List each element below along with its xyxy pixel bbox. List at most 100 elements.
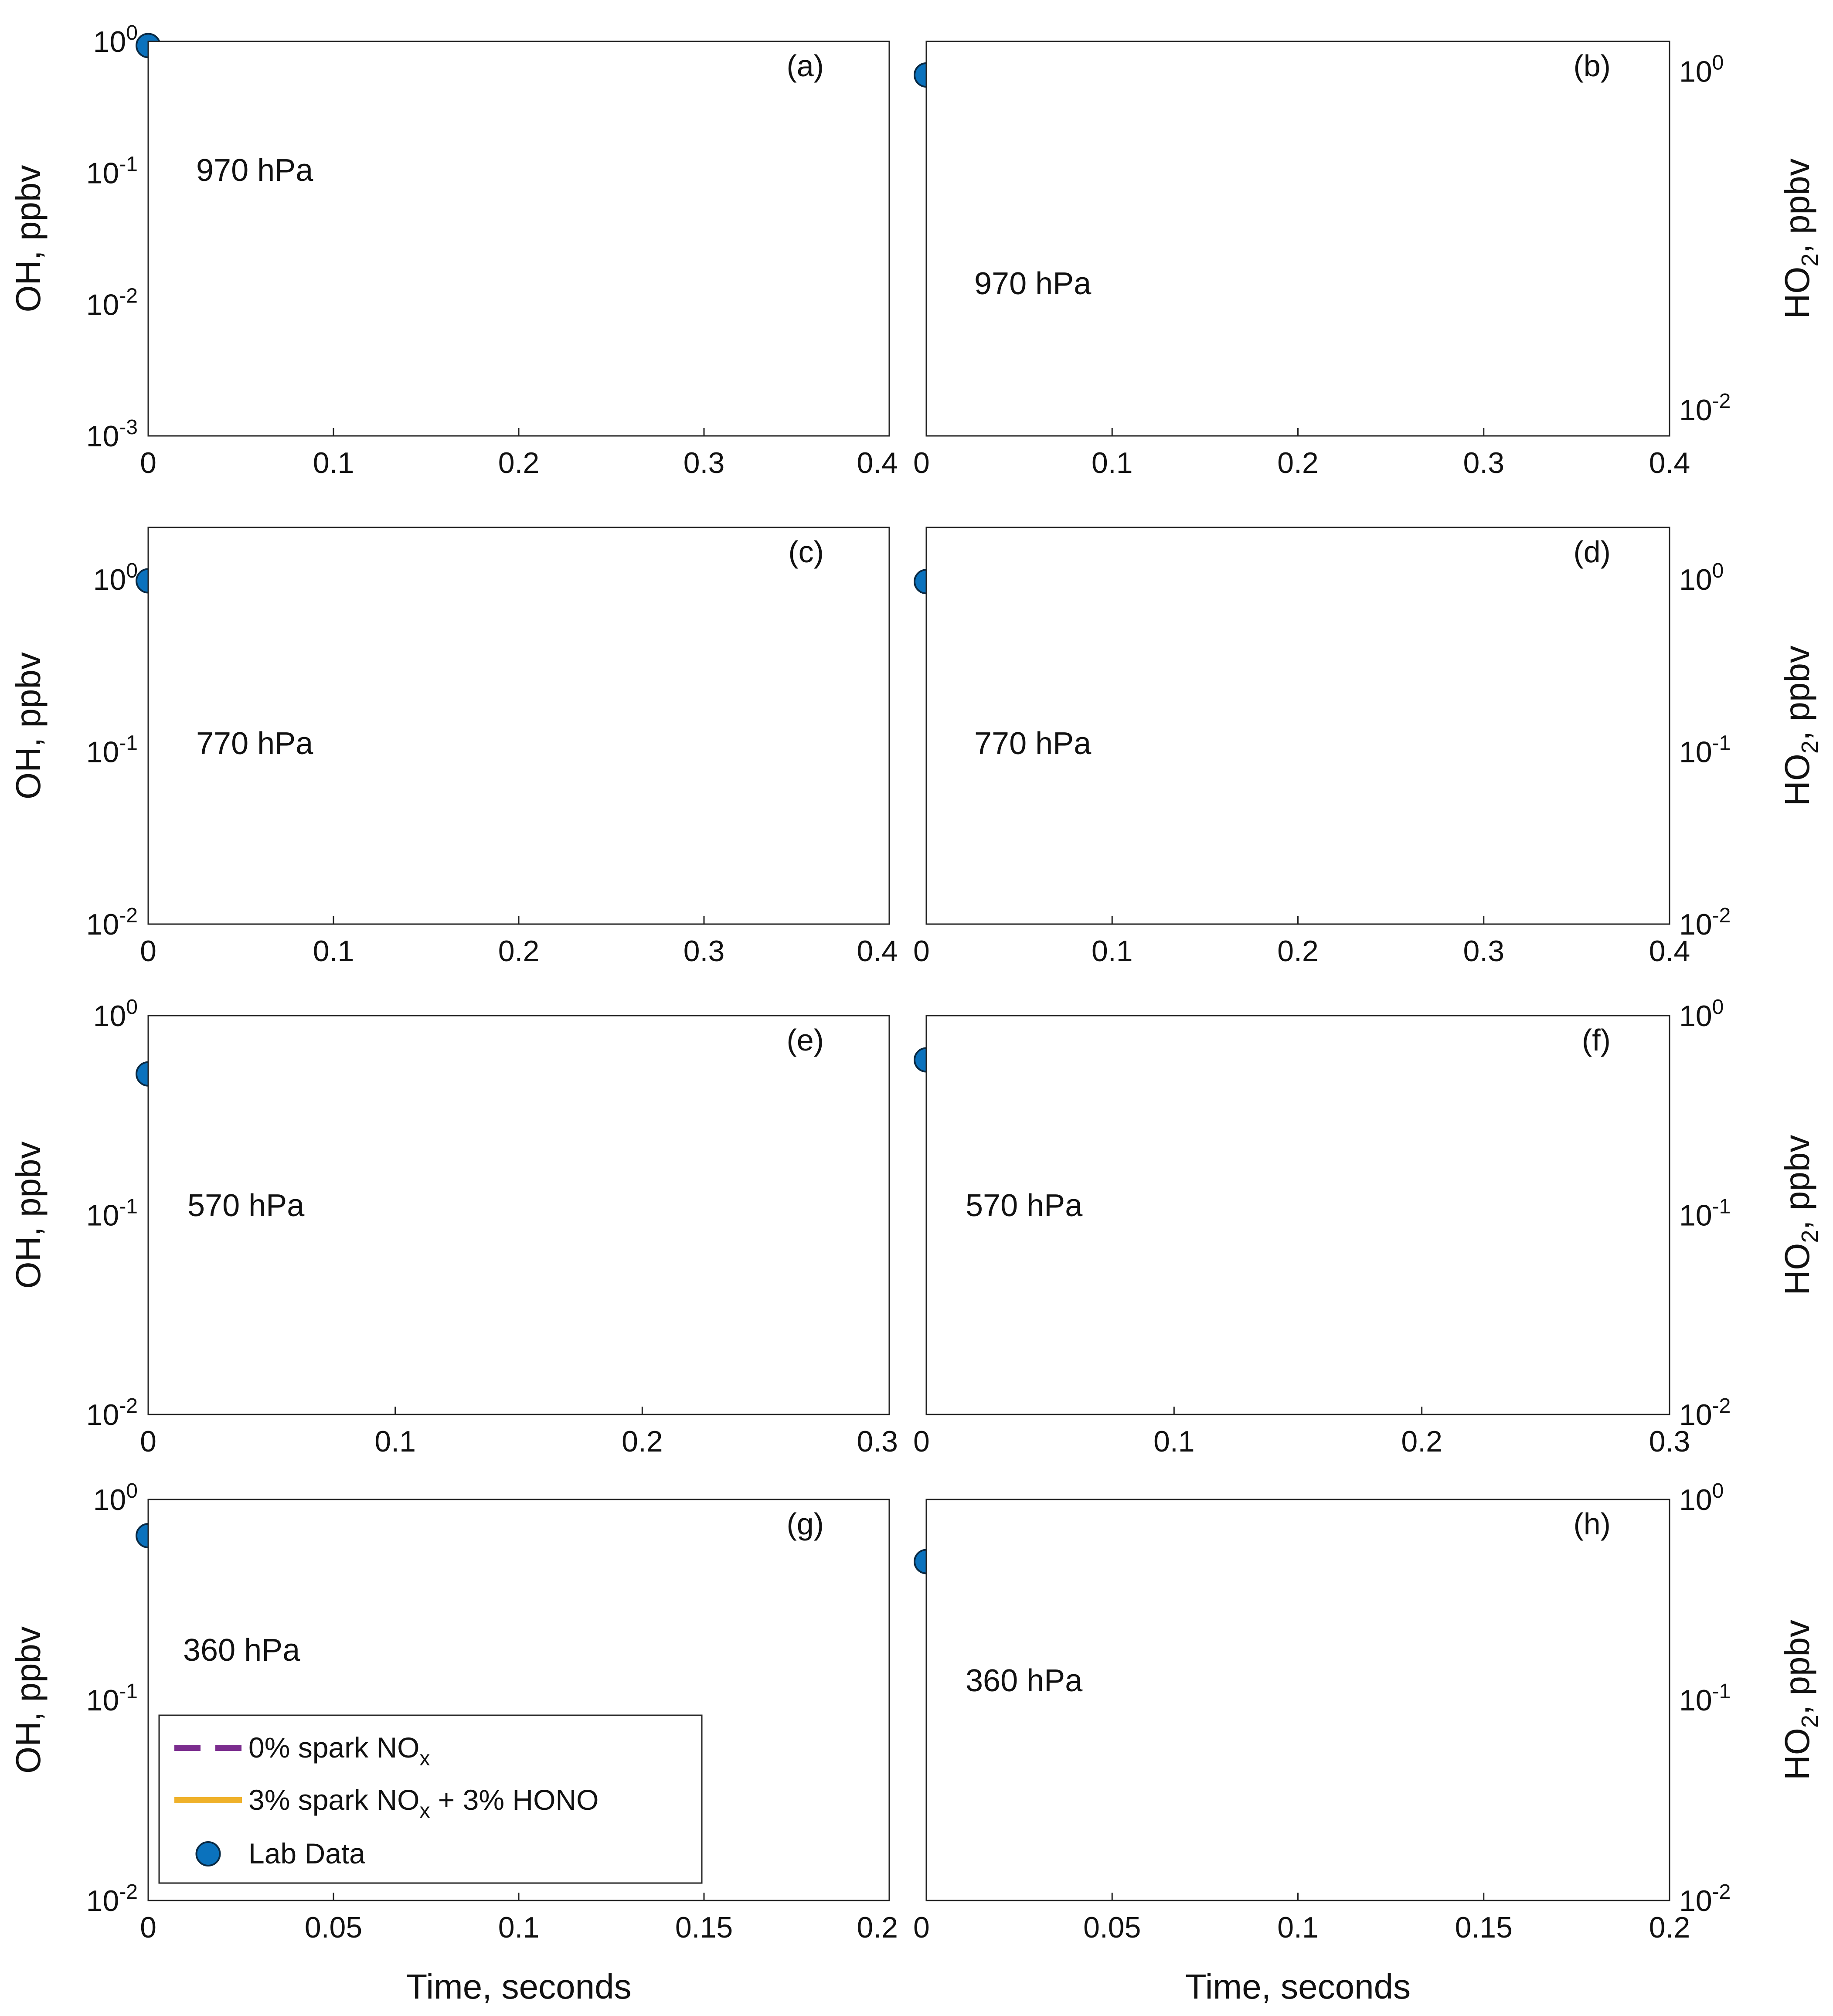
x-tick-label: 0.3 [1649,1425,1690,1458]
y-tick-label: 10-1 [1679,1195,1731,1232]
y-label-ho: HO [1778,754,1816,806]
x-tick-label: 0.15 [1455,1911,1513,1944]
y-label-subscript: 2 [1797,1230,1823,1243]
y-tick-base: 10 [1679,1398,1712,1431]
legend-text-main: 3% spark NO [248,1784,419,1816]
y-tick-base: 10 [1679,1199,1712,1232]
y-tick-exponent: -2 [1712,904,1731,927]
x-tick-label: 0.2 [1277,446,1319,479]
legend-text-main: 0% spark NO [248,1731,419,1764]
y-tick-exponent: -2 [119,284,138,307]
y-label-subscript: 2 [1797,253,1823,266]
legend-label-lab: Lab Data [248,1837,365,1870]
y-label-subscript: 2 [1797,741,1823,754]
y-axis-label-left: OH, ppbv [9,652,48,799]
x-tick-label: 0.2 [498,935,540,968]
x-tick-label: 0.05 [1083,1911,1141,1944]
y-tick-label: 10-3 [86,416,138,453]
y-tick-label: 10-1 [86,153,138,190]
x-tick-label: 0.4 [1649,446,1690,479]
y-tick-exponent: -1 [119,732,138,755]
y-tick-label: 100 [1679,1479,1724,1516]
y-tick-base: 10 [1679,1884,1712,1917]
panel-frame [147,41,890,437]
panel-frame [147,1015,890,1415]
y-tick-base: 10 [1679,1000,1712,1033]
x-tick-label: 0.1 [1092,935,1133,968]
y-tick-base: 10 [1679,55,1712,88]
x-tick-label: 0.1 [313,935,354,968]
pressure-label: 770 hPa [196,726,313,761]
x-tick-label: 0.3 [684,935,725,968]
y-tick-exponent: -2 [1712,1880,1731,1904]
x-axis-label-left: Time, seconds [406,1967,631,2006]
y-tick-base: 10 [1679,394,1712,427]
panel-frame [147,527,890,925]
panel-letter: (a) [786,49,824,83]
y-tick-exponent: -2 [1712,390,1731,413]
panel-letter: (f) [1582,1023,1611,1057]
y-tick-base: 10 [86,908,119,941]
y-tick-base: 10 [86,736,119,769]
legend-text-subscript: x [419,1747,430,1770]
x-tick-label: 0.1 [313,446,354,479]
y-tick-exponent: 0 [1712,996,1724,1019]
panel-letter: (h) [1573,1507,1611,1541]
y-tick-base: 10 [86,288,119,321]
y-tick-label: 10-2 [86,1394,138,1431]
y-label-rest: , ppbv [1778,646,1816,741]
y-axis-label-right: HO2, ppbv [1778,159,1823,319]
x-tick-label: 0.2 [1649,1911,1690,1944]
y-tick-base: 10 [1679,736,1712,769]
x-tick-label: 0.1 [1153,1425,1195,1458]
y-tick-exponent: -1 [1712,1195,1731,1218]
y-tick-label: 10-2 [1679,390,1731,427]
y-tick-label: 100 [1679,559,1724,596]
y-tick-label: 10-1 [1679,732,1731,769]
y-tick-exponent: 0 [126,21,138,44]
y-tick-label: 100 [93,996,138,1033]
x-tick-label: 0 [140,935,156,968]
x-tick-label: 0 [913,935,930,968]
x-tick-label: 0.1 [1277,1911,1319,1944]
panel-letter: (g) [786,1507,824,1541]
y-tick-label: 100 [93,559,138,596]
pressure-label: 970 hPa [974,266,1092,301]
legend-text-main: Lab Data [248,1837,365,1870]
y-tick-base: 10 [86,1884,119,1917]
panel-frame [925,1499,1670,1901]
y-tick-base: 10 [93,1000,126,1033]
y-axis-label-left: OH, ppbv [9,1626,48,1774]
x-tick-label: 0 [913,1425,930,1458]
x-tick-label: 0.2 [857,1911,898,1944]
x-tick-label: 0.2 [1277,935,1319,968]
y-tick-base: 10 [86,1199,119,1232]
legend-box [158,1714,703,1884]
y-tick-label: 10-2 [1679,904,1731,941]
y-label-ho: HO [1778,1243,1816,1295]
x-tick-label: 0.3 [857,1425,898,1458]
y-tick-base: 10 [93,563,126,596]
legend-label-three: 3% spark NOx + 3% HONO [248,1784,599,1822]
x-tick-label: 0.4 [857,935,898,968]
pressure-label: 360 hPa [183,1633,300,1668]
legend-text-rest: + 3% HONO [430,1784,599,1816]
y-tick-label: 10-2 [86,1880,138,1917]
legend-label-zero: 0% spark NOx [248,1731,430,1770]
y-tick-label: 10-2 [1679,1394,1731,1431]
y-tick-exponent: 0 [126,996,138,1019]
y-tick-exponent: 0 [126,559,138,582]
y-tick-label: 100 [1679,996,1724,1033]
legend-swatch-lab-data [195,1841,221,1866]
y-tick-base: 10 [86,1398,119,1431]
x-tick-label: 0.2 [622,1425,663,1458]
x-tick-label: 0.05 [305,1911,362,1944]
y-label-subscript: 2 [1797,1715,1823,1728]
y-tick-label: 10-1 [86,732,138,769]
x-tick-label: 0.1 [374,1425,416,1458]
y-tick-label: 10-2 [1679,1880,1731,1917]
